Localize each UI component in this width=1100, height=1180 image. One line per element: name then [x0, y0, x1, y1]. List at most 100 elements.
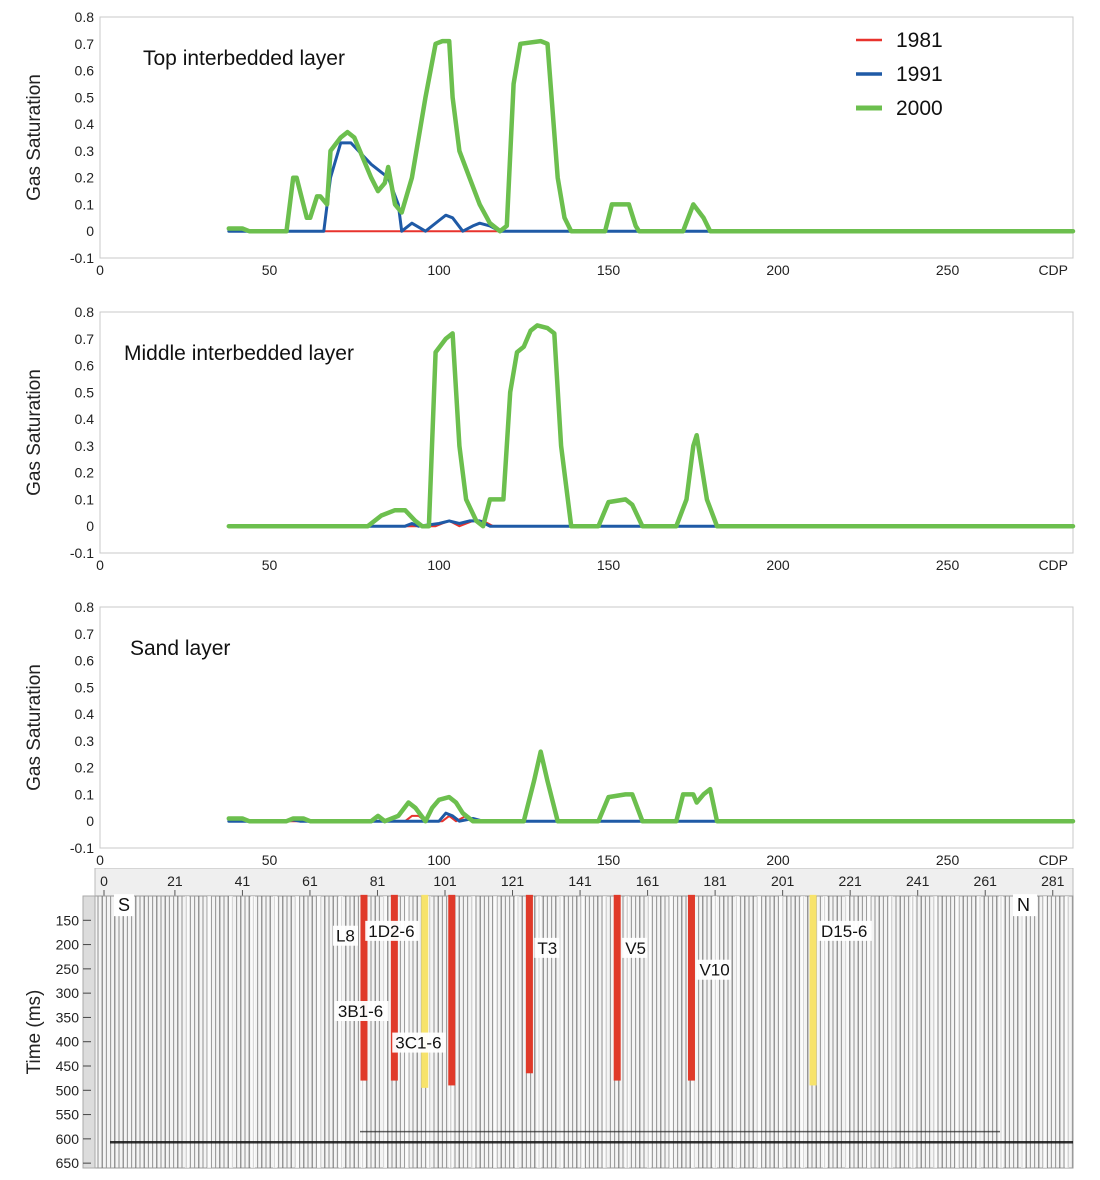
legend-label-2000: 2000 [896, 97, 943, 120]
direction-right-label: N [1017, 895, 1030, 915]
y-tick-label: 0.3 [75, 143, 95, 159]
legend-label-1991: 1991 [896, 63, 943, 86]
cdp-tick-label: 0 [100, 873, 108, 889]
chart-title: Sand layer [130, 637, 230, 660]
x-tick-label: 100 [427, 557, 451, 573]
cdp-tick-label: 141 [568, 873, 592, 889]
y-tick-label: 0.2 [75, 170, 95, 186]
cdp-tick-label: 241 [906, 873, 930, 889]
trace-gap [317, 896, 321, 1168]
y-tick-label: 0.6 [75, 358, 95, 374]
well-V10 [687, 894, 695, 1081]
trace-gap [867, 896, 871, 1168]
time-tick-label: 550 [56, 1107, 80, 1123]
time-tick-label: 450 [56, 1058, 80, 1074]
well-label-bg [622, 937, 648, 958]
top-layer-chart: 0.8 0.7 0.6 0.5 0.4 0.3 0.2 0.1 0 -0.1 0 50 100 150 20… [0, 0, 1100, 280]
plot-frame [99, 606, 1074, 849]
seismic-reflectors [110, 1130, 1073, 1144]
x-tick-label: 50 [262, 557, 278, 573]
time-tick-label: 650 [56, 1155, 80, 1171]
legend-label-1981: 1981 [896, 29, 943, 52]
well-label-bg [334, 1001, 389, 1021]
trace-gap [625, 896, 629, 1168]
trace-gap [273, 896, 277, 1168]
time-tick-label: 150 [56, 912, 80, 928]
series-line-2000 [226, 323, 1076, 529]
trace-gap [955, 896, 959, 1168]
trace-gap [295, 896, 299, 1168]
y-tick-label: 0.1 [75, 196, 95, 212]
well-V5 [613, 894, 621, 1081]
trace-gap [603, 896, 607, 1168]
well-label-bg [332, 925, 358, 946]
cdp-tick-label: 281 [1041, 873, 1065, 889]
y-tick-label: 0.7 [75, 331, 95, 347]
y-axis-label: Gas Saturation [24, 369, 45, 496]
time-tick-label: 300 [56, 985, 80, 1001]
x-tick-label: 250 [936, 262, 960, 278]
series-line-1991 [227, 141, 1075, 233]
middle-layer-chart: 0.8 0.7 0.6 0.5 0.4 0.3 0.2 0.1 0 -0.1 0 50 100 150 20… [0, 295, 1100, 575]
y-tick-label: -0.1 [70, 250, 94, 266]
plot-frame [99, 16, 1074, 259]
cdp-tick-label: 101 [433, 873, 457, 889]
x-tick-label: 0 [96, 852, 104, 868]
cdp-tick-label: 201 [771, 873, 795, 889]
y-tick-label: -0.1 [70, 840, 94, 856]
trace-gap [933, 896, 937, 1168]
direction-label-bg [114, 894, 134, 917]
trace-gap [669, 896, 673, 1168]
plot-frame [99, 311, 1074, 554]
trace-gap [1043, 896, 1047, 1168]
x-tick-label: 250 [936, 852, 960, 868]
trace-gap [251, 896, 255, 1168]
time-tick-label: 600 [56, 1131, 80, 1147]
x-tick-label: 100 [427, 262, 451, 278]
y-tick-label: 0.4 [75, 116, 95, 132]
cdp-tick-label: 261 [974, 873, 998, 889]
well-label-V10: V10 [699, 961, 729, 980]
cdp-tick-label: 61 [302, 873, 318, 889]
y-tick-label: 0.8 [75, 304, 95, 320]
trace-gap [185, 896, 189, 1168]
trace-gap [405, 896, 409, 1168]
series-line-2000 [226, 38, 1076, 234]
x-tick-label: 50 [262, 852, 278, 868]
y-tick-label: 0.7 [75, 36, 95, 52]
trace-gap [757, 896, 761, 1168]
cdp-tick-label: 221 [838, 873, 862, 889]
time-tick-label: 500 [56, 1082, 80, 1098]
x-axis-label: CDP [1038, 557, 1068, 573]
y-tick-label: 0 [86, 518, 94, 534]
time-tick-label: 200 [56, 937, 80, 953]
trace-gap [559, 896, 563, 1168]
trace-gap [383, 896, 387, 1168]
well-3B1-6 [390, 894, 398, 1081]
trace-gap [537, 896, 541, 1168]
well-D15-6 [809, 894, 817, 1086]
trace-gap [207, 896, 211, 1168]
trace-gap [229, 896, 233, 1168]
cdp-tick-label: 121 [501, 873, 525, 889]
chart-title: Top interbedded layer [143, 47, 345, 70]
well-label-L8: L8 [336, 927, 355, 946]
time-axis-label: Time (ms) [24, 990, 45, 1075]
y-tick-label: 0.8 [75, 599, 95, 615]
cdp-tick-label: 161 [636, 873, 660, 889]
x-tick-label: 250 [936, 557, 960, 573]
time-axis-band [82, 895, 96, 1169]
trace-gap [493, 896, 497, 1168]
x-axis-label: CDP [1038, 262, 1068, 278]
middle-layer-plot: 0.80.70.60.50.40.30.20.10-0.10 50 100 150 20… [24, 304, 1076, 573]
top-layer-plot: 0.80.70.60.50.40.30.20.10-0.10 50 100 150 20… [24, 9, 1076, 278]
y-tick-label: 0.6 [75, 653, 95, 669]
x-tick-label: 150 [597, 852, 621, 868]
well-label-T3: T3 [537, 939, 557, 958]
well-T3 [525, 894, 533, 1074]
trace-gap [581, 896, 585, 1168]
x-tick-label: 150 [597, 262, 621, 278]
x-tick-label: 200 [766, 262, 790, 278]
y-tick-label: 0.2 [75, 760, 95, 776]
y-tick-label: 0.4 [75, 706, 95, 722]
